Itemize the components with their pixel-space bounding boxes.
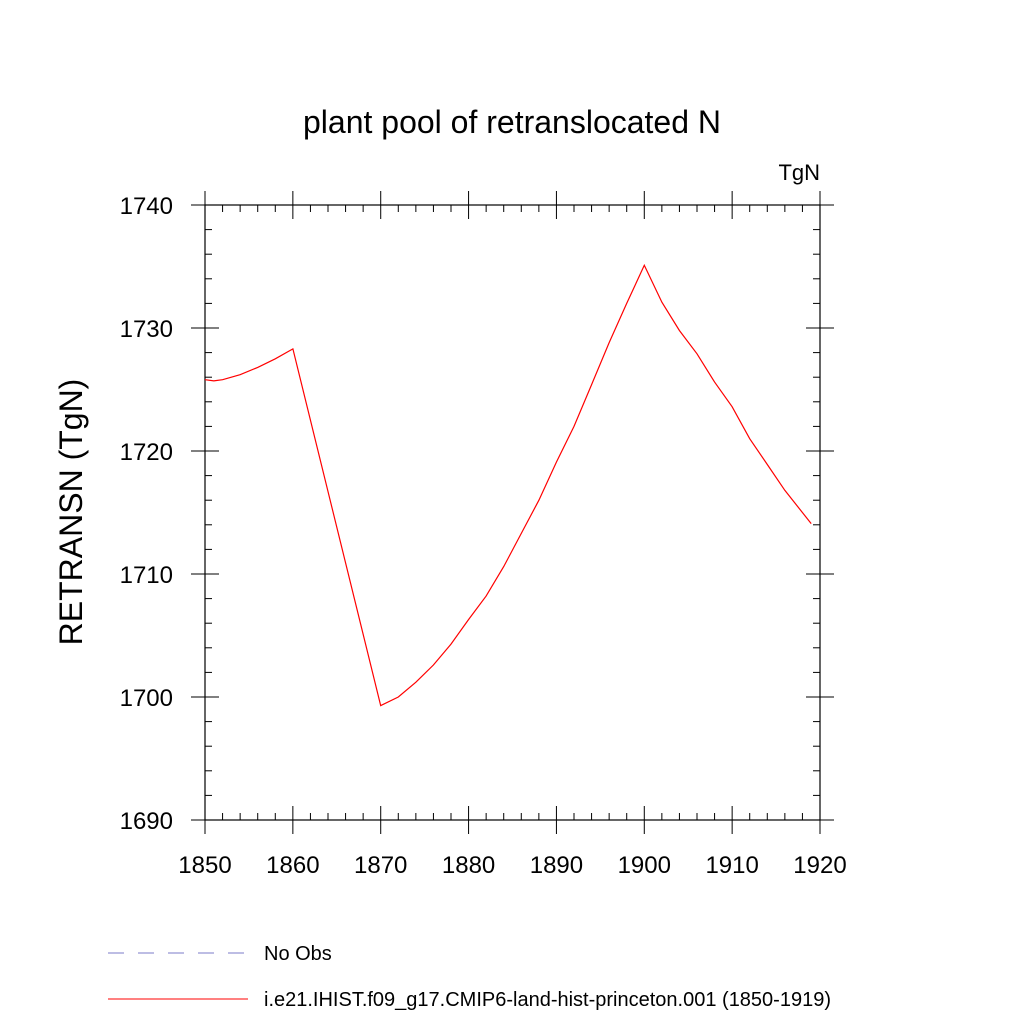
x-tick-label: 1920 bbox=[793, 852, 846, 879]
y-tick-label: 1730 bbox=[120, 316, 173, 343]
y-axis-label: RETRANSN (TgN) bbox=[53, 379, 89, 646]
series-line-1 bbox=[204, 263, 812, 707]
y-tick-label: 1700 bbox=[120, 685, 173, 712]
x-tick-label: 1870 bbox=[354, 852, 407, 879]
axis-ticks bbox=[191, 191, 834, 834]
y-tick-label: 1720 bbox=[120, 439, 173, 466]
x-tick-label: 1890 bbox=[530, 852, 583, 879]
y-tick-label: 1740 bbox=[120, 193, 173, 220]
legend-entry-1: i.e21.IHIST.f09_g17.CMIP6-land-hist-prin… bbox=[264, 989, 831, 1011]
y-tick-label: 1710 bbox=[120, 562, 173, 589]
x-tick-label: 1860 bbox=[266, 852, 319, 879]
plot-lines bbox=[204, 263, 812, 707]
x-tick-label: 1850 bbox=[178, 852, 231, 879]
x-tick-label: 1900 bbox=[618, 852, 671, 879]
tick-labels: 1850 1860 1870 1880 1890 1900 1910 1920 1690 1700… bbox=[120, 193, 847, 879]
x-tick-label: 1880 bbox=[442, 852, 495, 879]
legend-entry-0: No Obs bbox=[264, 943, 332, 965]
x-tick-label: 1910 bbox=[705, 852, 758, 879]
plot-frame bbox=[204, 204, 821, 821]
units-label: TgN bbox=[778, 160, 820, 185]
y-tick-label: 1690 bbox=[120, 808, 173, 835]
legend: No Obs i.e21.IHIST.f09_g17.CMIP6-land-his… bbox=[108, 943, 831, 1011]
chart-title: plant pool of retranslocated N bbox=[303, 104, 721, 140]
